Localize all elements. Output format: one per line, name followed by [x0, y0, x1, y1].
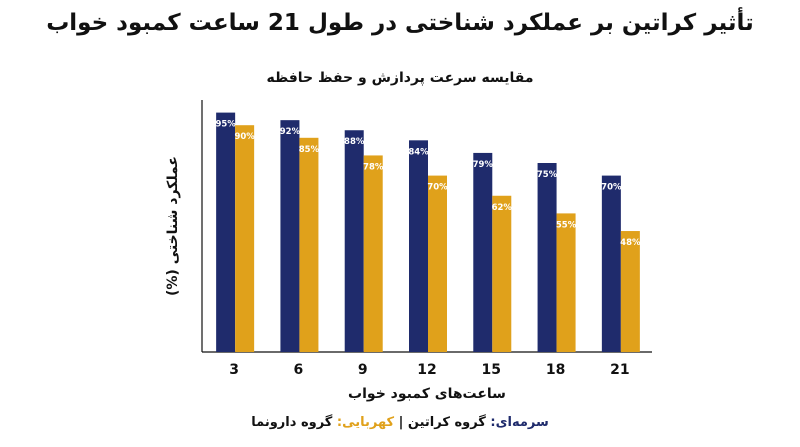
- legend: سرمه‌ای: گروه کراتین | کهربایی: گروه دار…: [0, 415, 800, 430]
- creatine-bar-21: [602, 176, 621, 352]
- creatine-bar-3: [216, 113, 235, 352]
- placebo-data-label-6: 85%: [299, 145, 320, 155]
- placebo-data-label-21: 48%: [620, 238, 641, 248]
- x-tick-label-6: 6: [294, 362, 304, 378]
- creatine-bar-9: [345, 130, 364, 352]
- x-tick-label-3: 3: [229, 362, 239, 378]
- x-axis-label: ساعت‌های کمبود خواب: [348, 386, 506, 402]
- creatine-bar-6: [280, 120, 299, 352]
- placebo-data-label-3: 90%: [234, 132, 255, 142]
- legend-placebo-label: گروه دارونما: [251, 415, 337, 430]
- placebo-bar-3: [235, 125, 254, 352]
- creatine-data-label-12: 84%: [408, 147, 429, 157]
- creatine-data-label-6: 92%: [280, 127, 301, 137]
- x-tick-label-9: 9: [358, 362, 368, 378]
- placebo-data-label-12: 70%: [427, 183, 448, 193]
- creatine-data-label-21: 70%: [601, 183, 622, 193]
- legend-separator: |: [394, 415, 408, 430]
- legend-creatine-color-word: سرمه‌ای:: [490, 415, 548, 430]
- y-axis-label: عملکرد شناختی (%): [165, 156, 181, 296]
- legend-placebo-color-word: کهربایی:: [337, 415, 394, 430]
- x-tick-label-18: 18: [546, 362, 565, 378]
- x-tick-label-12: 12: [417, 362, 436, 378]
- placebo-data-label-9: 78%: [363, 162, 384, 172]
- placebo-bar-18: [557, 213, 576, 352]
- creatine-data-label-18: 75%: [537, 170, 558, 180]
- creatine-bar-18: [538, 163, 557, 352]
- x-tick-label-15: 15: [482, 362, 501, 378]
- creatine-bar-15: [473, 153, 492, 352]
- placebo-bar-9: [364, 155, 383, 352]
- creatine-data-label-3: 95%: [215, 120, 236, 130]
- placebo-data-label-18: 55%: [556, 220, 577, 230]
- placebo-bar-6: [299, 138, 318, 352]
- creatine-data-label-9: 88%: [344, 137, 365, 147]
- legend-creatine-label: گروه کراتین: [408, 415, 490, 430]
- placebo-bar-15: [492, 196, 511, 352]
- creatine-bar-12: [409, 140, 428, 352]
- placebo-data-label-15: 62%: [492, 203, 513, 213]
- creatine-data-label-15: 79%: [473, 160, 494, 170]
- placebo-bar-21: [621, 231, 640, 352]
- placebo-bar-12: [428, 176, 447, 352]
- x-tick-label-21: 21: [610, 362, 629, 378]
